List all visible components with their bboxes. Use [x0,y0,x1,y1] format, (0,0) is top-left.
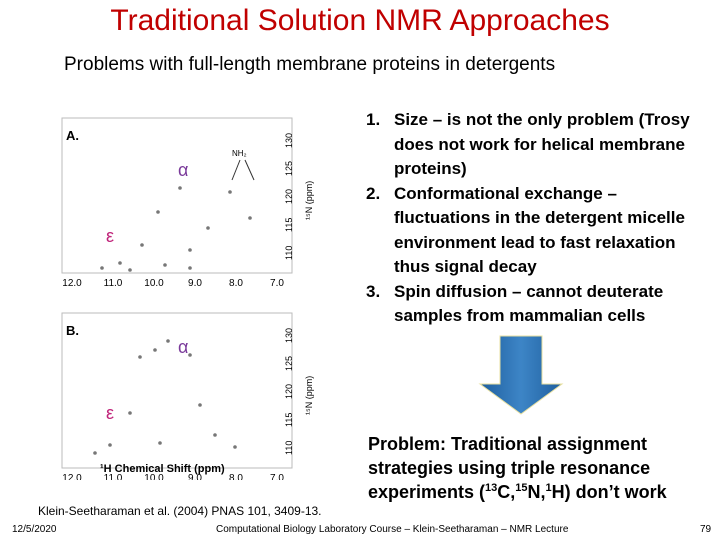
y-tick-label: 110 [284,246,294,260]
peak [153,348,157,352]
text-run: H) don’t work [551,482,667,502]
spectrum-frame [61,117,293,274]
y-tick-label: 130 [284,328,294,343]
text-run: N, [527,482,546,502]
item-number: 2. [366,183,381,203]
y-tick-label: 130 [284,133,294,148]
list-item: 3. Spin diffusion – cannot deuterate samp… [366,280,716,329]
y-tick-label: 120 [284,189,294,204]
peak [188,248,192,252]
y-tick-label: 125 [284,161,294,176]
peak [158,441,162,445]
footer-course: Computational Biology Laboratory Course … [216,524,569,535]
y-tick-label: 125 [284,356,294,371]
y-tick-label: 120 [284,384,294,399]
annotation: NH₂ [232,149,247,158]
footer-page: 79 [700,524,712,535]
peak [188,266,192,270]
footer-date: 12/5/2020 [12,524,57,535]
x-tick-label: 12.0 [62,278,82,289]
annotation-arrow [244,159,255,181]
y-tick-label: 115 [284,218,294,232]
y-tick-label: 115 [284,413,294,427]
x-tick-label: 11.0 [104,473,123,480]
peak [93,451,97,455]
nmr-figure: A. α ε NH₂ 12.0 11.0 10.0 9.0 8.0 7.0 110 115 120 125… [61,117,314,480]
epsilon-label: ε [106,403,114,423]
superscript: 13 [485,482,498,494]
peak [128,268,132,272]
epsilon-label: ε [106,226,114,246]
x-axis-label: ¹H Chemical Shift (ppm) [100,463,225,475]
x-tick-label: 9.0 [188,278,202,289]
peak [213,433,217,437]
peak [248,216,252,220]
peak [228,190,232,194]
panel-label: A. [66,128,79,143]
alpha-label: α [178,337,188,357]
text-run: Problem: Traditional assignment strategi… [368,434,651,502]
peak [128,411,132,415]
peak [118,261,122,265]
x-tick-label: 7.0 [270,473,284,480]
x-tick-label: 7.0 [270,278,284,289]
x-tick-label: 8.0 [229,278,243,289]
x-tick-label: 11.0 [104,278,123,289]
annotation-arrow [231,159,241,181]
superscript: 15 [515,482,528,494]
peak [198,403,202,407]
item-number: 3. [366,281,381,301]
peak [178,186,182,190]
problem-list: 1. Size – is not the only problem (Trosy … [366,108,716,329]
x-tick-label: 10.0 [144,473,164,480]
item-text: Spin diffusion – cannot deuterate sample… [394,281,664,326]
x-tick-label: 8.0 [229,473,243,480]
list-item: 2. Conformational exchange – fluctuations… [366,182,716,280]
x-tick-label: 12.0 [62,473,82,480]
x-tick-label: 10.0 [144,278,164,289]
peak [100,266,104,270]
peak [188,353,192,357]
peak [206,226,210,230]
list-item: 1. Size – is not the only problem (Trosy … [366,108,716,182]
slide-subtitle: Problems with full-length membrane prote… [64,54,556,75]
superscript: 1 [545,482,552,494]
alpha-label: α [178,160,188,180]
slide-title: Traditional Solution NMR Approaches [110,4,610,37]
peak [166,339,170,343]
item-text: Size – is not the only problem (Trosy do… [394,110,690,178]
y-axis-label: ¹⁵N (ppm) [304,181,314,220]
citation: Klein-Seetharaman et al. (2004) PNAS 101… [38,504,322,518]
item-number: 1. [366,110,381,129]
peak [108,443,112,447]
peak [163,263,167,267]
peak [138,355,142,359]
peak [156,210,160,214]
peak [140,243,144,247]
problem-statement: Problem: Traditional assignment strategi… [368,432,713,504]
text-run: C, [497,482,516,502]
spectrum-frame [61,312,293,469]
y-axis-label: ¹⁵N (ppm) [304,376,314,415]
x-tick-label: 9.0 [188,473,202,480]
panel-label: B. [66,323,79,338]
peak [233,445,237,449]
y-tick-label: 110 [284,441,294,455]
down-arrow [478,335,564,415]
item-text: Conformational exchange – fluctuations i… [394,183,685,277]
